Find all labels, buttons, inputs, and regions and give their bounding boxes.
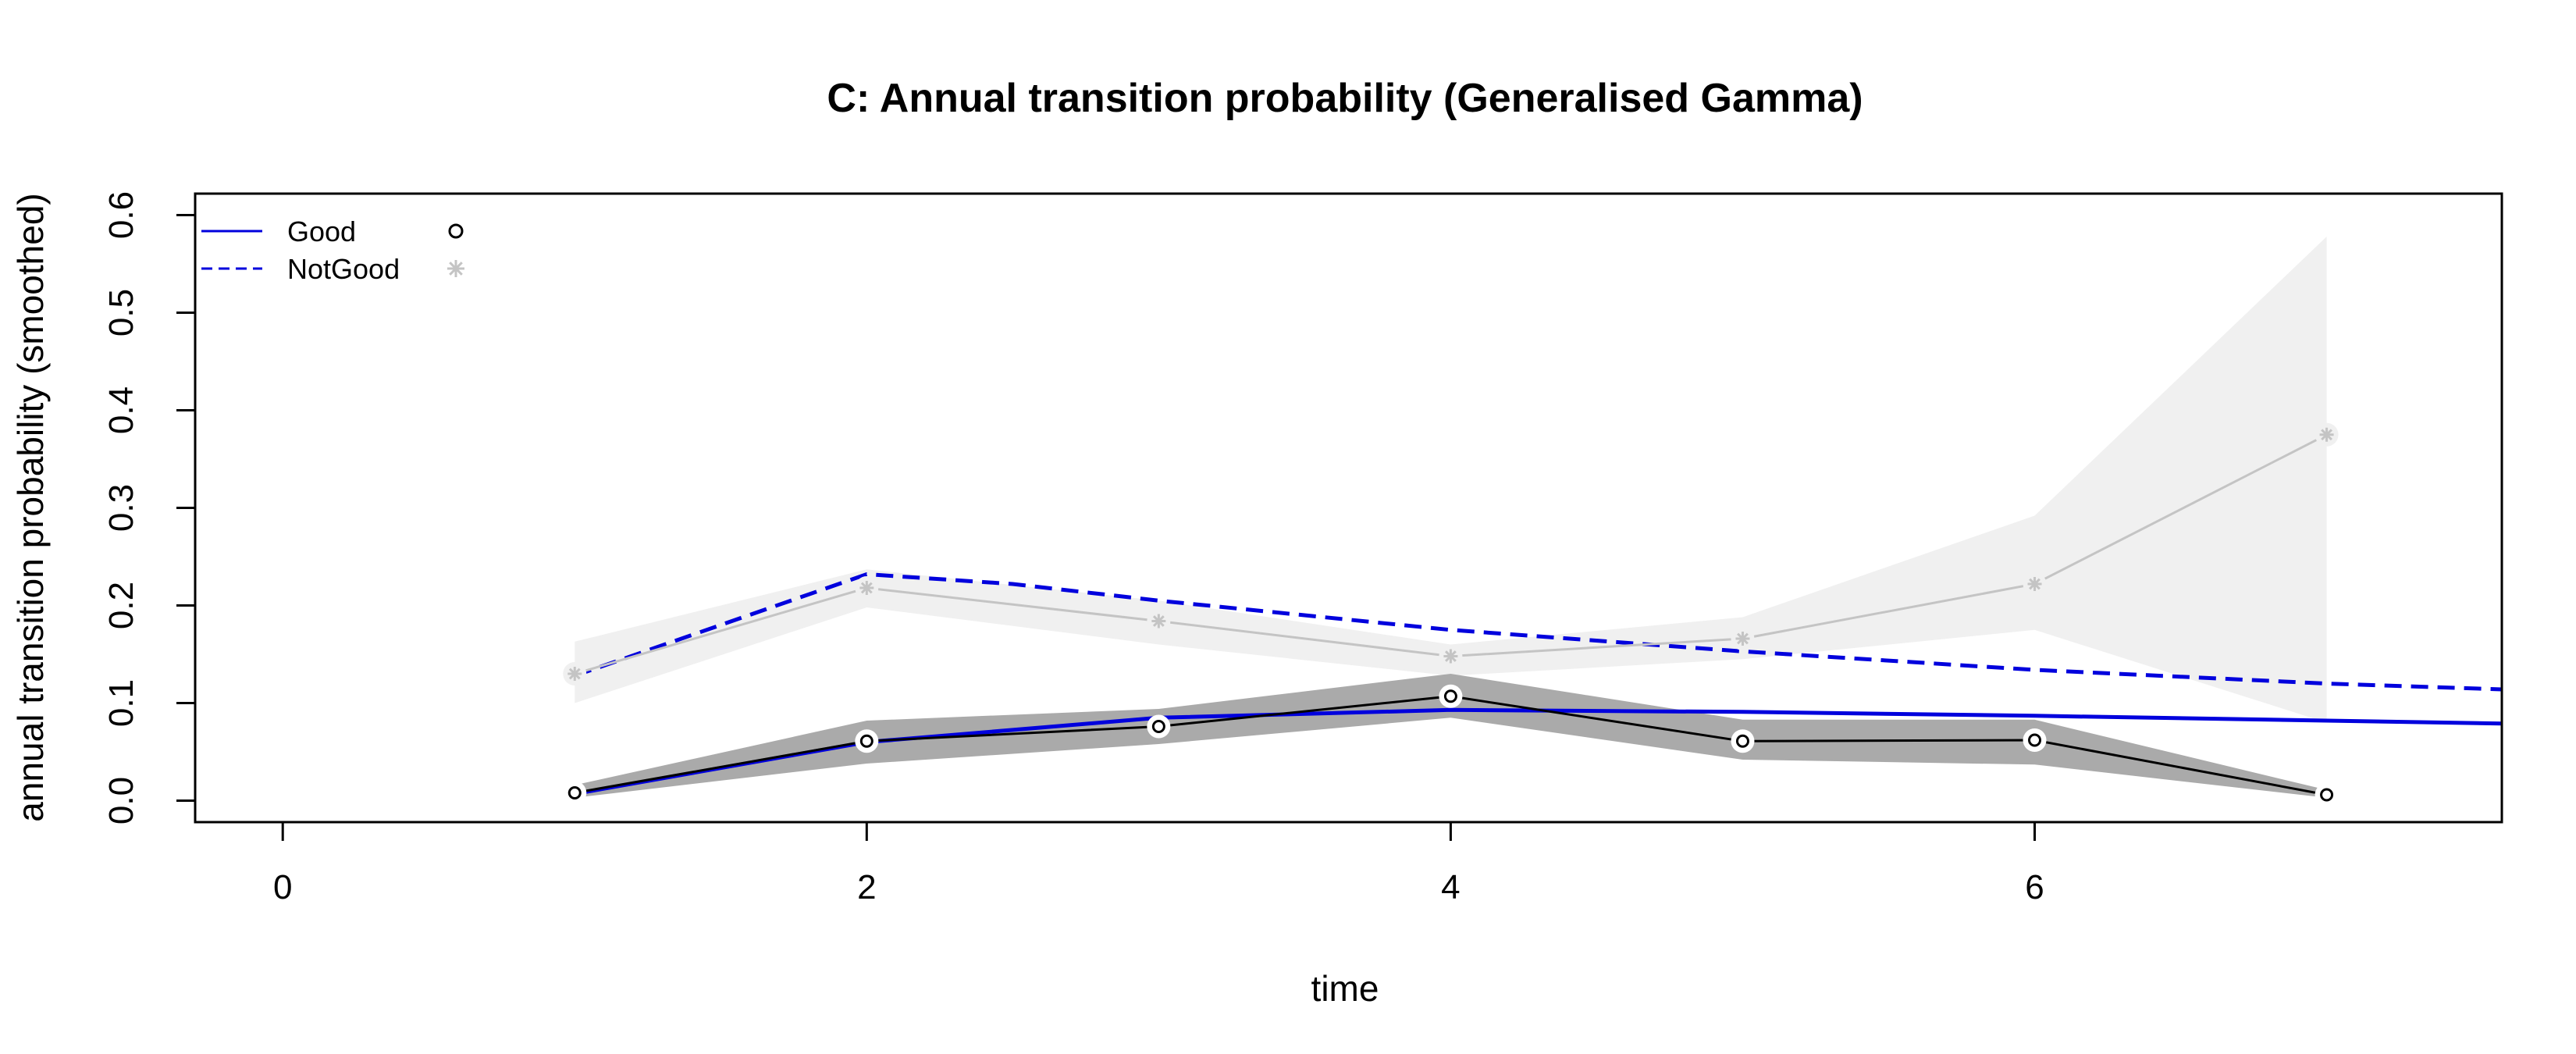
y-tick-label: 0.4 — [102, 386, 141, 434]
y-tick-label: 0.1 — [102, 679, 141, 727]
good-observed-point — [859, 734, 873, 748]
series-markers — [563, 422, 2339, 807]
y-tick-label: 0.6 — [102, 191, 141, 239]
legend-label-good: Good — [287, 215, 356, 247]
notgood-observed-point — [2319, 427, 2334, 442]
x-tick-label: 6 — [2025, 868, 2044, 906]
x-tick-label: 2 — [857, 868, 876, 906]
legend-label-notgood: NotGood — [287, 253, 400, 285]
notgood-observed-point — [2027, 577, 2042, 591]
notgood-observed-point — [1735, 632, 1750, 646]
y-axis-label: annual transition probability (smoothed) — [10, 193, 51, 821]
y-tick-label: 0.0 — [102, 777, 141, 824]
notgood-confidence-band — [575, 237, 2327, 723]
chart-title: C: Annual transition probability (Genera… — [827, 76, 1863, 121]
notgood-observed-point — [1151, 614, 1166, 628]
notgood-observed-point — [1443, 649, 1458, 664]
x-axis: 0 2 4 6 — [273, 821, 2044, 906]
legend-item-good: Good — [201, 215, 464, 247]
x-tick-label: 4 — [1441, 868, 1460, 906]
legend-marker-notgood — [447, 260, 464, 277]
good-observed-point — [1735, 734, 1749, 748]
notgood-observed-point — [568, 667, 582, 681]
good-observed-point — [568, 786, 582, 799]
good-observed-point — [1151, 720, 1165, 733]
legend: Good NotGood — [201, 215, 464, 285]
x-tick-label: 0 — [273, 868, 292, 906]
y-axis: 0.0 0.1 0.2 0.3 0.4 0.5 0.6 — [102, 191, 197, 824]
y-tick-label: 0.5 — [102, 289, 141, 336]
good-observed-point — [1443, 689, 1457, 703]
good-observed-point — [2320, 788, 2334, 802]
y-tick-label: 0.3 — [102, 484, 141, 532]
y-tick-label: 0.2 — [102, 582, 141, 629]
good-observed-point — [2028, 733, 2042, 747]
notgood-observed-point — [859, 581, 874, 595]
x-axis-label: time — [1311, 968, 1379, 1009]
confidence-bands — [575, 237, 2327, 798]
notgood-fitted-line — [574, 572, 2502, 692]
legend-marker-good — [448, 223, 464, 239]
legend-item-notgood: NotGood — [201, 253, 464, 285]
